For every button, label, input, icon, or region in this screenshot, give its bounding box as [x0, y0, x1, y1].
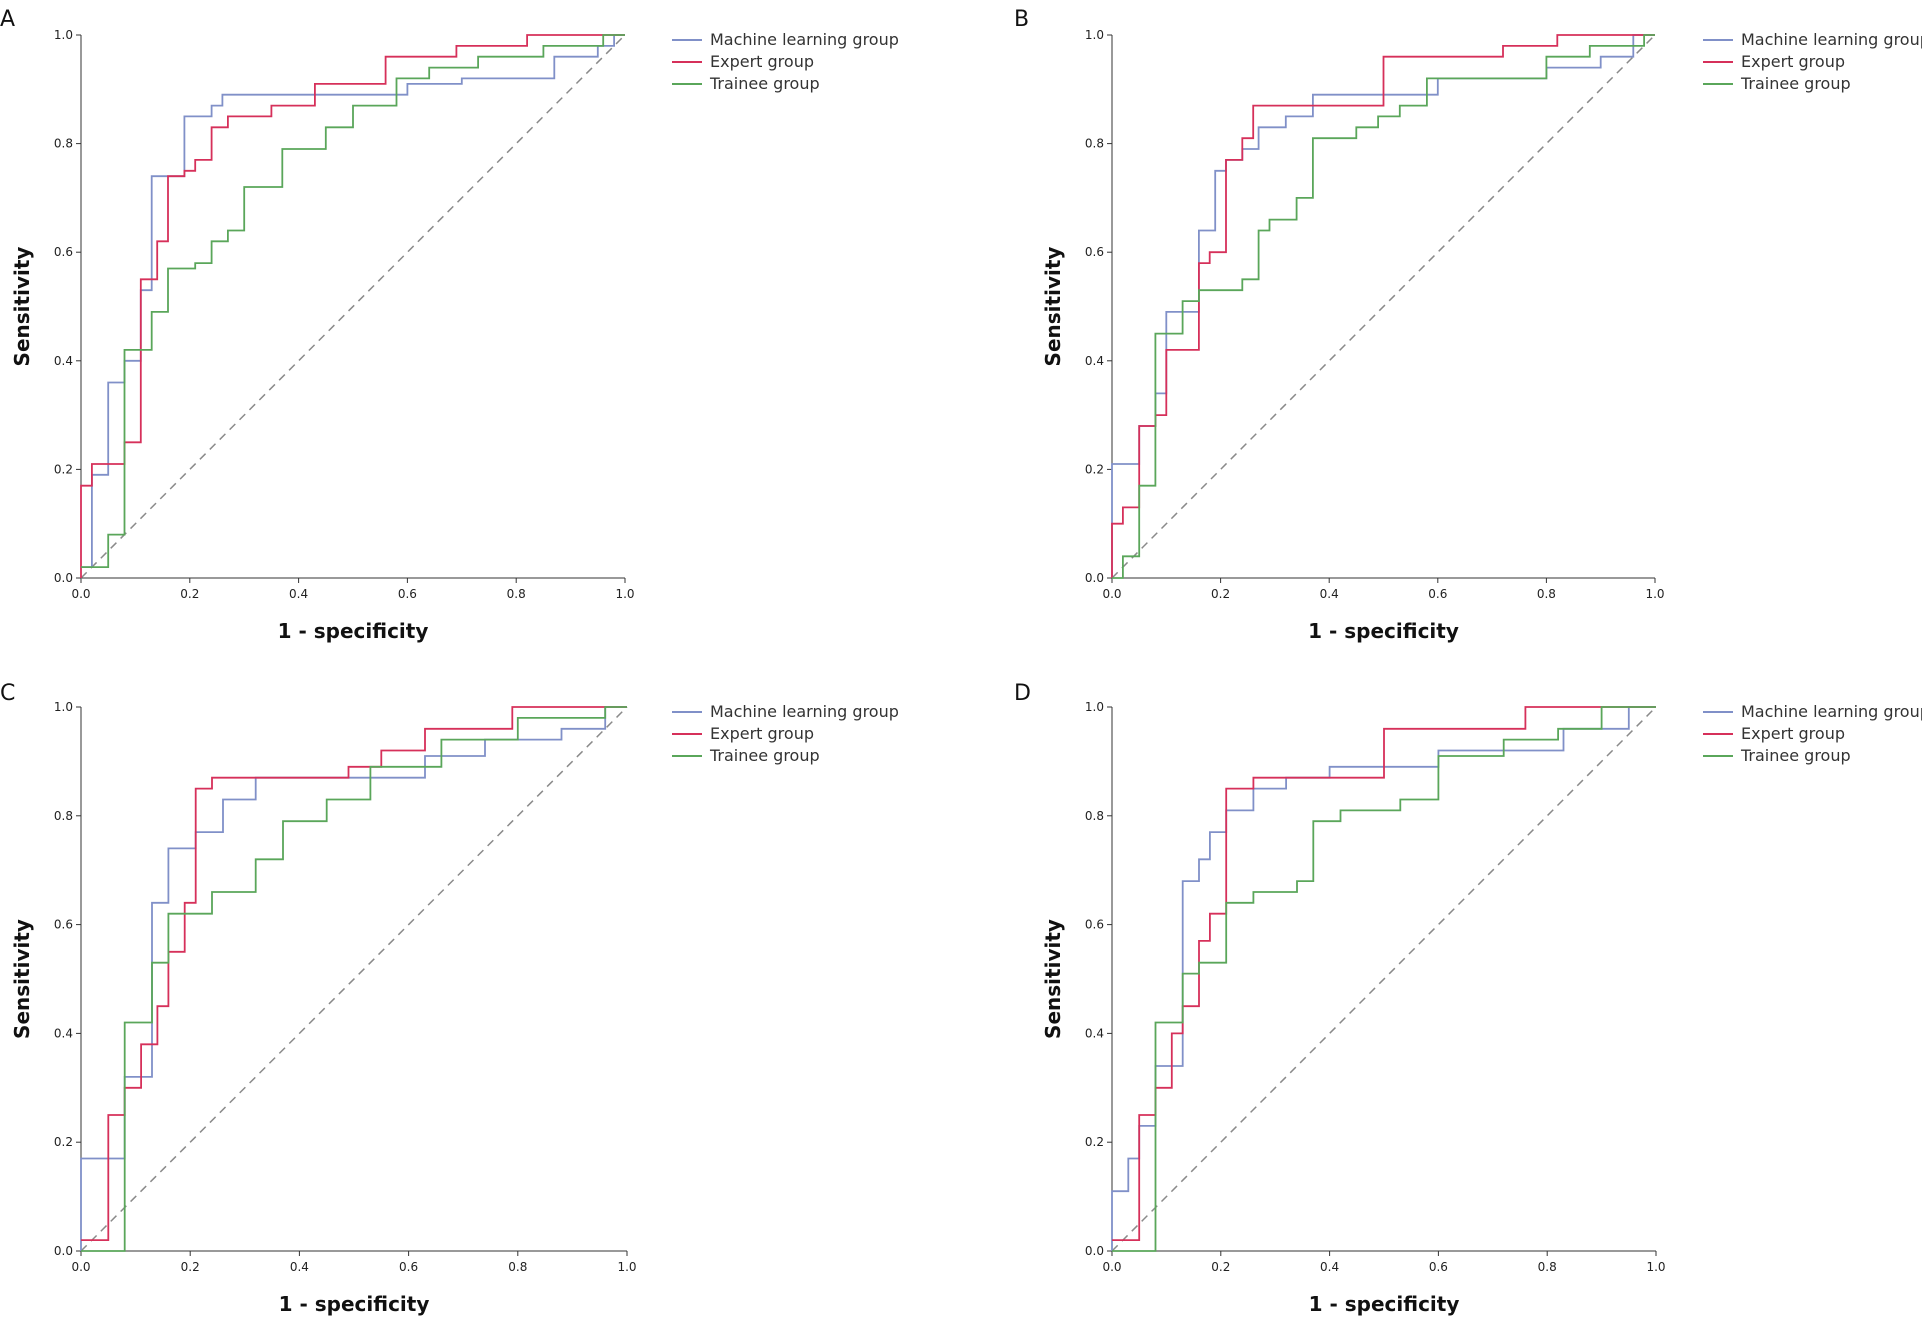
y-axis-title: Sensitivity — [10, 247, 34, 367]
roc-curve-trainee-group — [1112, 34, 1655, 579]
x-tick-label: 1.0 — [615, 587, 634, 601]
x-tick-label: 0.0 — [71, 587, 90, 601]
y-tick-label: 0.0 — [1085, 1244, 1104, 1258]
x-tick-label: 0.4 — [1320, 587, 1339, 601]
legend-entry: Machine learning group — [1741, 702, 1922, 721]
y-tick-label: 0.6 — [1085, 245, 1104, 259]
panel-letter: A — [0, 7, 15, 32]
x-axis-title: 1 - specificity — [279, 1292, 430, 1316]
x-axis-title: 1 - specificity — [1309, 1292, 1460, 1316]
panel-letter: D — [1014, 681, 1031, 706]
x-tick-label: 0.4 — [1320, 1260, 1339, 1274]
roc-curve-machine-learning-group — [81, 34, 625, 568]
y-tick-label: 0.4 — [1085, 1026, 1104, 1040]
y-tick-label: 0.0 — [54, 571, 73, 585]
y-tick-label: 0.6 — [54, 918, 73, 932]
legend-entry: Trainee group — [709, 746, 820, 765]
x-axis-title: 1 - specificity — [278, 619, 429, 643]
y-tick-label: 1.0 — [1085, 28, 1104, 42]
y-tick-label: 0.0 — [1085, 571, 1104, 585]
y-tick-label: 0.6 — [54, 245, 73, 259]
legend-entry: Trainee group — [709, 74, 820, 93]
panel-letter: C — [0, 681, 15, 706]
roc-curve-expert-group — [81, 706, 627, 1241]
legend-entry: Machine learning group — [1741, 30, 1922, 49]
y-axis-title: Sensitivity — [1041, 919, 1065, 1039]
y-tick-label: 0.4 — [54, 354, 73, 368]
legend-entry: Expert group — [710, 52, 814, 71]
y-tick-label: 0.0 — [54, 1244, 73, 1258]
x-tick-label: 1.0 — [1646, 1260, 1665, 1274]
diagonal-reference-line — [1111, 34, 1656, 579]
y-tick-label: 1.0 — [1085, 700, 1104, 714]
legend-entry: Expert group — [1741, 724, 1845, 743]
legend-entry: Trainee group — [1740, 746, 1851, 765]
legend-entry: Expert group — [1741, 52, 1845, 71]
panel-letter: B — [1014, 7, 1029, 32]
y-tick-label: 0.6 — [1085, 918, 1104, 932]
y-tick-label: 0.4 — [1085, 354, 1104, 368]
roc-curve-trainee-group — [81, 34, 625, 568]
x-tick-label: 0.4 — [289, 587, 308, 601]
y-tick-label: 0.8 — [1085, 137, 1104, 151]
x-tick-label: 0.6 — [1429, 1260, 1448, 1274]
x-tick-label: 0.6 — [399, 1260, 418, 1274]
y-tick-label: 0.8 — [54, 809, 73, 823]
x-tick-label: 0.2 — [1211, 1260, 1230, 1274]
y-tick-label: 1.0 — [54, 700, 73, 714]
y-tick-label: 1.0 — [54, 28, 73, 42]
y-tick-label: 0.2 — [54, 1135, 73, 1149]
x-tick-label: 0.2 — [180, 587, 199, 601]
y-tick-label: 0.2 — [1085, 462, 1104, 476]
roc-curve-expert-group — [1111, 34, 1655, 578]
roc-panel-c: C 0.0 0.2 0.4 0.6 0.8 1.0 0.0 0.2 0.4 0.6 0.8 1.0 1 -… — [0, 681, 899, 1316]
y-axis-title: Sensitivity — [1041, 247, 1065, 367]
legend-entry: Expert group — [710, 724, 814, 743]
roc-panel-a: A 0.0 0.2 0.4 0.6 0.8 1.0 0.0 0.2 0.4 0.6 0.8 1.0 1 -… — [0, 7, 899, 643]
y-tick-label: 0.2 — [1085, 1135, 1104, 1149]
x-tick-label: 0.8 — [1537, 587, 1556, 601]
roc-panel-d: D 0.0 0.2 0.4 0.6 0.8 1.0 0.0 0.2 0.4 0.6 0.8 1.0 1 -… — [1014, 681, 1922, 1316]
x-tick-label: 0.0 — [1102, 587, 1121, 601]
y-axis-title: Sensitivity — [10, 919, 34, 1039]
x-tick-label: 0.0 — [1102, 1260, 1121, 1274]
roc-curve-machine-learning-group — [80, 706, 627, 1251]
y-tick-label: 0.8 — [54, 137, 73, 151]
roc-curve-trainee-group — [1112, 706, 1656, 1252]
x-tick-label: 0.0 — [71, 1260, 90, 1274]
legend-entry: Machine learning group — [710, 702, 899, 721]
diagonal-reference-line — [1111, 706, 1657, 1252]
x-tick-label: 0.2 — [181, 1260, 200, 1274]
x-tick-label: 0.2 — [1211, 587, 1230, 601]
x-tick-label: 0.8 — [507, 587, 526, 601]
x-tick-label: 0.8 — [1538, 1260, 1557, 1274]
x-axis-title: 1 - specificity — [1308, 619, 1459, 643]
x-tick-label: 1.0 — [1645, 587, 1664, 601]
legend-entry: Machine learning group — [710, 30, 899, 49]
y-tick-label: 0.4 — [54, 1026, 73, 1040]
x-tick-label: 0.8 — [508, 1260, 527, 1274]
diagonal-reference-line — [80, 34, 626, 579]
x-tick-label: 0.6 — [398, 587, 417, 601]
roc-panel-b: B 0.0 0.2 0.4 0.6 0.8 1.0 0.0 0.2 0.4 0.6 0.8 1.0 1 -… — [1014, 7, 1922, 643]
y-tick-label: 0.2 — [54, 462, 73, 476]
legend-entry: Trainee group — [1740, 74, 1851, 93]
roc-curve-trainee-group — [81, 706, 627, 1252]
diagonal-reference-line — [80, 706, 628, 1252]
x-tick-label: 1.0 — [617, 1260, 636, 1274]
x-tick-label: 0.6 — [1428, 587, 1447, 601]
x-tick-label: 0.4 — [290, 1260, 309, 1274]
y-tick-label: 0.8 — [1085, 809, 1104, 823]
